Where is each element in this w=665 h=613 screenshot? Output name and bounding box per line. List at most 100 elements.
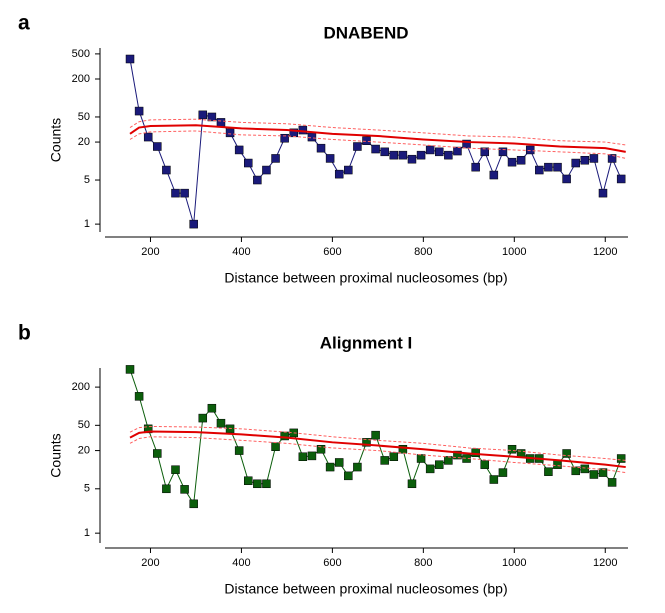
data-point (234, 446, 244, 455)
band-line (129, 436, 626, 474)
data-point (380, 147, 389, 157)
data-point (516, 155, 526, 165)
y-tick-label: 50 (78, 111, 90, 123)
data-point (280, 133, 289, 143)
data-point (280, 431, 289, 441)
data-point (553, 162, 562, 172)
data-point (162, 165, 171, 175)
y-tick-label: 5 (84, 174, 90, 186)
y-tick-label: 5 (84, 483, 90, 495)
data-point (398, 150, 408, 160)
data-point (298, 125, 308, 135)
y-tick-label: 20 (78, 444, 90, 456)
data-point (580, 155, 590, 165)
band-line (129, 430, 626, 469)
data-point (189, 219, 198, 229)
data-point (480, 147, 489, 157)
data-point (316, 143, 326, 153)
data-point (507, 157, 517, 167)
data-point (562, 449, 571, 458)
data-point (271, 442, 280, 451)
data-point (344, 471, 353, 481)
data-point (489, 170, 499, 180)
data-point (480, 460, 489, 469)
band-line (129, 425, 626, 461)
data-point (362, 438, 371, 447)
data-point (407, 479, 417, 489)
x-tick-label: 800 (414, 557, 432, 569)
data-point (498, 468, 508, 477)
data-point (344, 165, 353, 175)
data-point (244, 158, 253, 168)
x-tick-label: 600 (323, 246, 341, 258)
data-point (435, 460, 444, 469)
data-point (334, 169, 344, 179)
y-tick-label: 50 (78, 419, 90, 431)
data-point (180, 188, 189, 198)
x-tick-label: 800 (414, 246, 432, 258)
data-point (171, 188, 180, 198)
data-point (489, 475, 499, 484)
data-point (571, 466, 580, 476)
data-point (253, 479, 262, 489)
x-tick-label: 1000 (502, 246, 526, 258)
data-point (389, 150, 399, 160)
data-point (371, 144, 380, 154)
x-tick-label: 400 (232, 246, 250, 258)
data-point (562, 174, 571, 184)
data-point (416, 454, 426, 463)
data-point (125, 54, 135, 64)
y-axis-label: Counts (48, 433, 64, 477)
data-point (371, 430, 380, 440)
chart-title: Alignment I (320, 333, 413, 352)
data-point (216, 118, 226, 127)
data-point (444, 150, 453, 160)
data-point (589, 470, 599, 479)
data-point (453, 146, 462, 156)
data-point (134, 106, 144, 116)
y-tick-label: 1 (84, 218, 90, 230)
x-tick-label: 1200 (593, 246, 617, 258)
y-tick-label: 1 (84, 527, 90, 539)
data-point (553, 460, 562, 469)
panel-label: b (18, 322, 31, 345)
data-point (416, 150, 426, 160)
data-point (325, 154, 335, 163)
data-point (425, 464, 435, 474)
data-point (507, 444, 517, 454)
data-point (425, 145, 435, 155)
data-point (307, 132, 317, 142)
data-point (298, 452, 308, 461)
data-point (580, 464, 590, 474)
y-tick-label: 20 (78, 136, 90, 148)
data-point (171, 465, 180, 474)
data-point (198, 413, 208, 423)
data-point (353, 142, 362, 151)
data-point (389, 452, 399, 461)
data-point (380, 456, 389, 465)
x-tick-label: 1200 (593, 557, 617, 569)
y-tick-label: 500 (72, 48, 90, 60)
data-point (462, 139, 471, 149)
y-tick-label: 200 (72, 73, 90, 85)
data-point (598, 188, 608, 198)
y-axis-label: Counts (48, 118, 64, 162)
data-point (225, 128, 235, 138)
data-point (616, 174, 626, 184)
data-point (589, 154, 599, 163)
x-tick-label: 600 (323, 557, 341, 569)
data-point (143, 132, 153, 142)
data-point (153, 142, 162, 151)
data-point (125, 365, 135, 374)
x-tick-label: 1000 (502, 557, 526, 569)
data-point (162, 484, 171, 494)
data-point (544, 467, 553, 476)
data-point (498, 147, 508, 157)
data-point (471, 448, 480, 457)
data-point (253, 175, 262, 185)
data-point (453, 450, 462, 460)
data-point (607, 154, 617, 163)
data-point (180, 485, 189, 494)
